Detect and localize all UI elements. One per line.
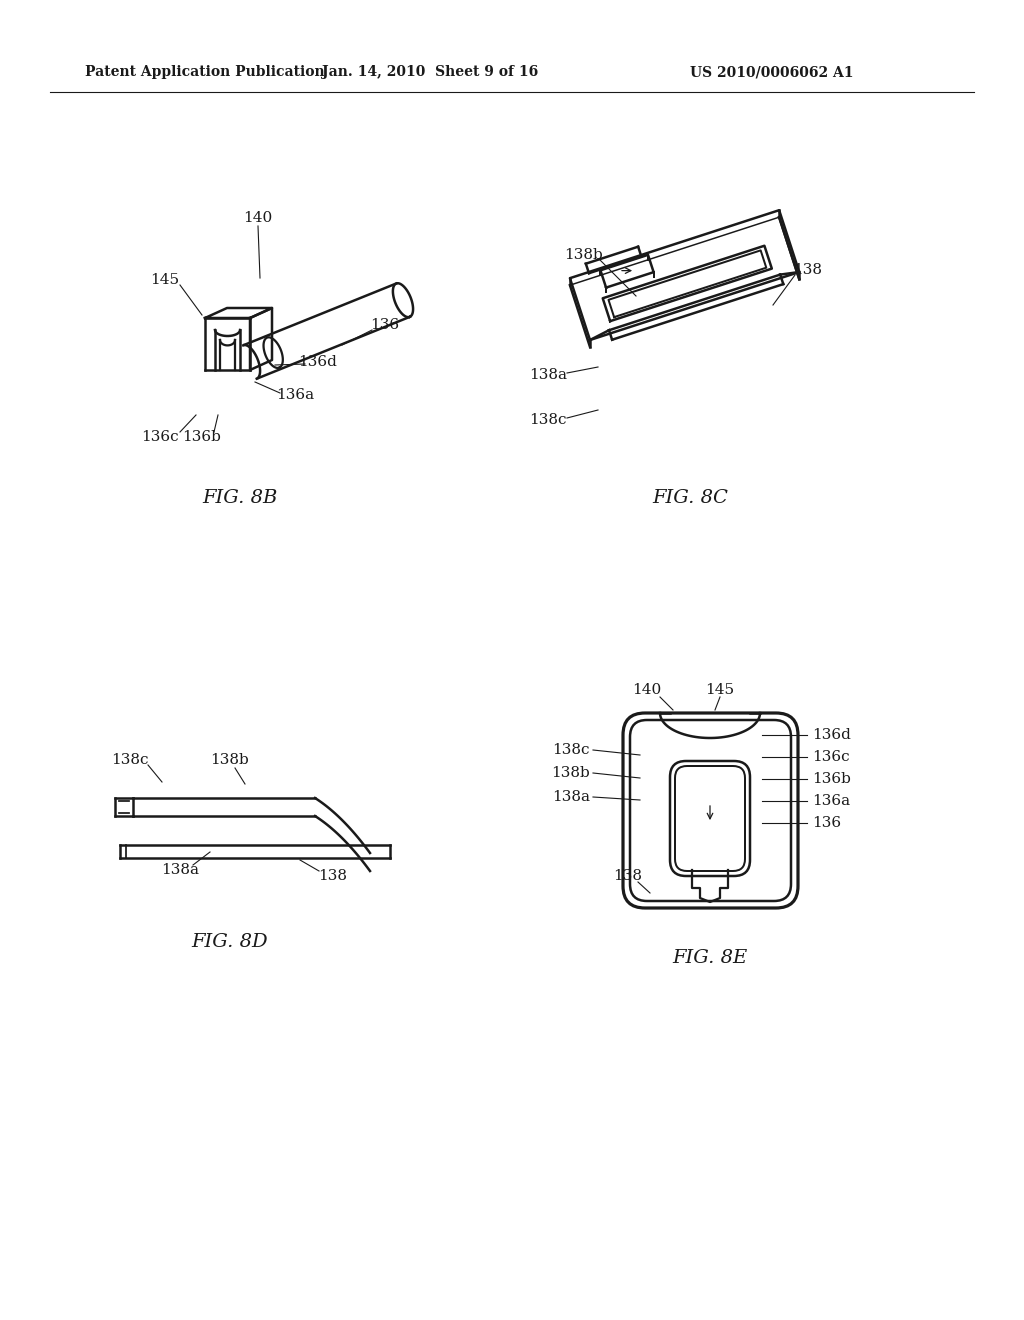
Text: 136d: 136d: [812, 729, 851, 742]
Text: 138: 138: [318, 869, 347, 883]
Text: FIG. 8C: FIG. 8C: [652, 488, 728, 507]
Text: 138b: 138b: [563, 248, 602, 261]
Text: 145: 145: [151, 273, 179, 286]
Text: 136: 136: [371, 318, 399, 333]
Text: 136b: 136b: [182, 430, 221, 444]
Text: 138a: 138a: [161, 863, 199, 876]
Text: 140: 140: [633, 682, 662, 697]
Text: 136c: 136c: [141, 430, 179, 444]
Text: 138c: 138c: [553, 743, 590, 756]
Text: 138b: 138b: [211, 752, 250, 767]
Text: 138c: 138c: [529, 413, 566, 426]
Text: 138a: 138a: [552, 789, 590, 804]
Text: 138: 138: [794, 263, 822, 277]
Text: FIG. 8B: FIG. 8B: [203, 488, 278, 507]
Text: FIG. 8E: FIG. 8E: [673, 949, 748, 968]
Text: FIG. 8D: FIG. 8D: [191, 933, 268, 950]
Text: 140: 140: [244, 211, 272, 224]
Text: 145: 145: [706, 682, 734, 697]
Text: 138: 138: [613, 869, 642, 883]
Text: 136a: 136a: [275, 388, 314, 403]
Text: 136: 136: [812, 816, 841, 830]
Text: 136b: 136b: [812, 772, 851, 785]
Text: 138c: 138c: [112, 752, 148, 767]
Text: 138b: 138b: [551, 766, 590, 780]
Text: Jan. 14, 2010  Sheet 9 of 16: Jan. 14, 2010 Sheet 9 of 16: [322, 65, 539, 79]
Text: US 2010/0006062 A1: US 2010/0006062 A1: [690, 65, 853, 79]
Text: 136c: 136c: [812, 750, 850, 764]
Text: 136d: 136d: [299, 355, 338, 370]
Text: Patent Application Publication: Patent Application Publication: [85, 65, 325, 79]
Text: 136a: 136a: [812, 795, 850, 808]
Text: 138a: 138a: [529, 368, 567, 381]
